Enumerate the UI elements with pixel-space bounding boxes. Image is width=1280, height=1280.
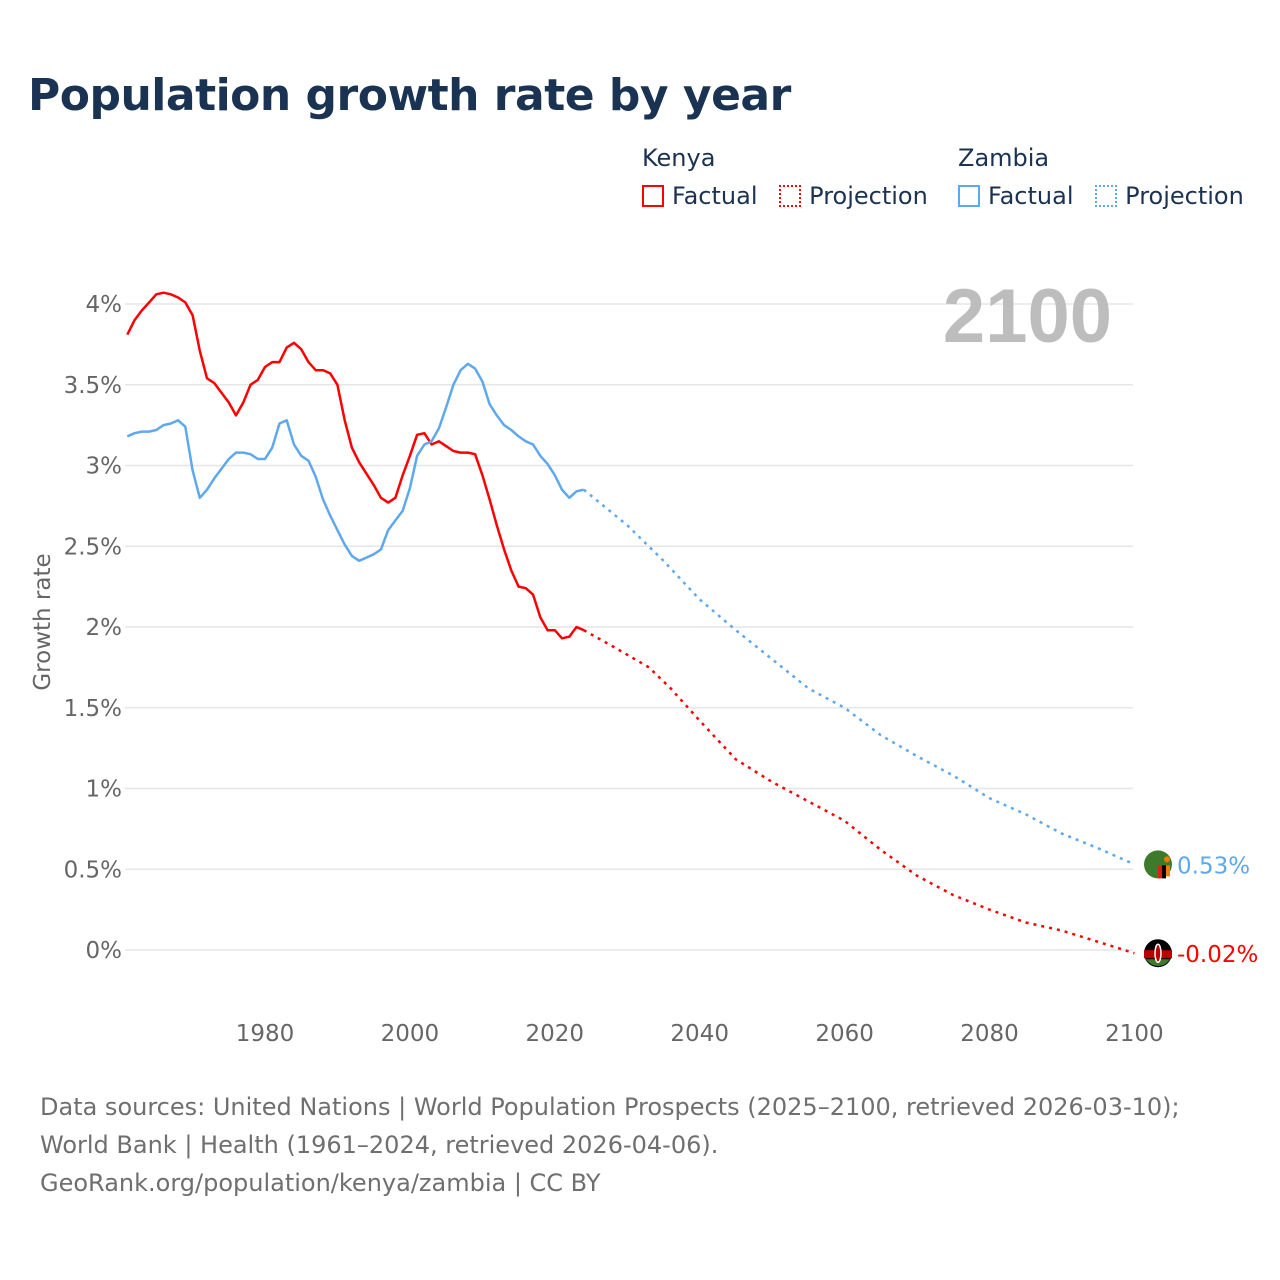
solid-swatch-icon [958, 185, 980, 207]
kenya-flag-icon [1154, 943, 1162, 963]
zambia-flag-icon [1158, 865, 1162, 879]
x-tick-label: 2020 [526, 1021, 585, 1047]
y-tick-label: 0% [86, 938, 123, 964]
dotted-swatch-icon [1095, 185, 1118, 207]
legend-zambia: Zambia Factual Projection [958, 144, 1258, 213]
x-tick-label: 2000 [381, 1021, 440, 1047]
y-tick-label: 1.5% [64, 696, 122, 722]
y-tick-label: 0.5% [64, 857, 122, 883]
zambia-flag-icon [1162, 865, 1166, 879]
legend-kenya-factual[interactable]: Factual [642, 182, 758, 210]
footer: Data sources: United Nations | World Pop… [40, 1088, 1240, 1202]
y-tick-label: 4% [86, 292, 123, 318]
legend-zambia-projection[interactable]: Projection [1095, 182, 1244, 210]
kenya-projection-line [583, 629, 1135, 955]
legend-kenya: Kenya Factual Projection [642, 144, 942, 213]
y-tick-label: 3.5% [64, 373, 122, 399]
kenya-end-value-label: -0.02% [1177, 942, 1258, 968]
legend-zambia-title: Zambia [958, 144, 1050, 172]
x-tick-label: 2040 [670, 1021, 729, 1047]
x-tick-label: 2080 [960, 1021, 1019, 1047]
zambia-end-value-label: 0.53% [1177, 853, 1250, 879]
legend-kenya-title: Kenya [642, 144, 716, 172]
x-tick-label: 2100 [1105, 1021, 1164, 1047]
credit-link[interactable]: GeoRank.org/population/kenya/zambia | CC… [40, 1169, 601, 1197]
y-tick-label: 1% [86, 777, 123, 803]
y-tick-label: 2% [86, 615, 123, 641]
x-tick-label: 2060 [815, 1021, 874, 1047]
zambia-flag-icon [1166, 865, 1170, 877]
y-axis-label: Growth rate [30, 553, 56, 690]
y-tick-label: 3% [86, 454, 123, 480]
zambia-flag-icon [1164, 856, 1170, 863]
current-year-label: 2100 [943, 274, 1112, 359]
x-tick-label: 1980 [236, 1021, 295, 1047]
legend-kenya-projection[interactable]: Projection [779, 182, 928, 210]
legend-zambia-factual[interactable]: Factual [958, 182, 1074, 210]
chart-title: Population growth rate by year [28, 70, 791, 121]
kenya-factual-line [126, 291, 585, 640]
zambia-factual-line [126, 362, 585, 563]
solid-swatch-icon [642, 185, 664, 207]
y-tick-label: 2.5% [64, 534, 122, 560]
data-sources: Data sources: United Nations | World Pop… [40, 1093, 1180, 1159]
dotted-swatch-icon [779, 185, 802, 207]
